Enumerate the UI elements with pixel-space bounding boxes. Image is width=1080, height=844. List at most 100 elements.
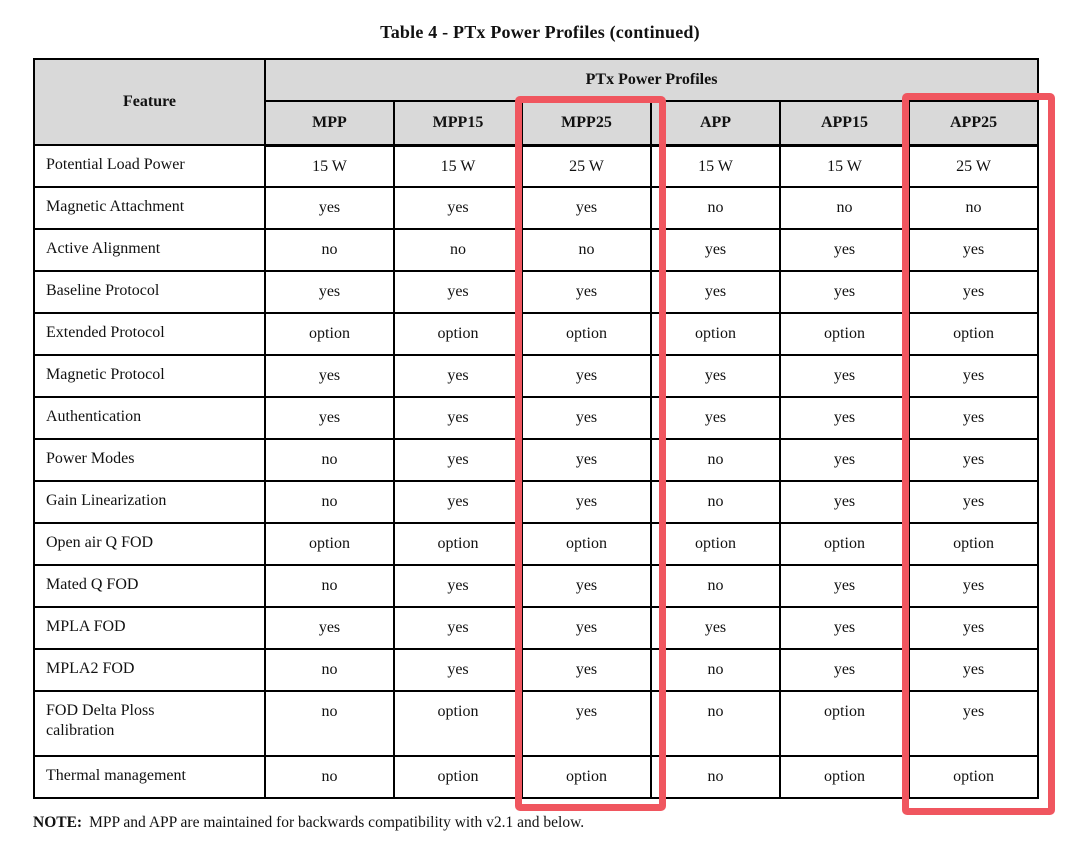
value-cell: yes bbox=[264, 270, 395, 314]
column-header-row: MPP MPP15 MPP25 APP APP15 APP25 bbox=[34, 100, 1040, 147]
feature-cell: Authentication bbox=[33, 396, 266, 440]
ptx-power-profiles-table: Feature PTx Power Profiles MPP MPP15 MPP… bbox=[33, 58, 1040, 799]
value-cell: no bbox=[521, 228, 652, 272]
table-row: FOD Delta Ploss calibration no option yes no… bbox=[33, 690, 1040, 757]
value-cell: option bbox=[779, 522, 910, 566]
column-header-app15: APP15 bbox=[779, 100, 910, 147]
value-cell: no bbox=[650, 480, 781, 524]
value-cell: 15 W bbox=[779, 144, 910, 188]
table-row: Power Modes no yes yes no yes yes bbox=[33, 438, 1040, 482]
value-cell: 25 W bbox=[521, 144, 652, 188]
value-cell: yes bbox=[393, 606, 523, 650]
feature-cell: MPLA FOD bbox=[33, 606, 266, 650]
value-cell: yes bbox=[650, 396, 781, 440]
footnote-label: NOTE: bbox=[33, 814, 83, 831]
value-cell: option bbox=[907, 522, 1040, 566]
table-row: Gain Linearization no yes yes no yes yes bbox=[33, 480, 1040, 524]
value-cell: yes bbox=[907, 690, 1040, 757]
feature-cell: Potential Load Power bbox=[33, 144, 266, 188]
value-cell: yes bbox=[779, 228, 910, 272]
value-cell: yes bbox=[779, 480, 910, 524]
value-cell: no bbox=[650, 186, 781, 230]
group-header-row: Feature PTx Power Profiles bbox=[33, 58, 1040, 146]
value-cell: yes bbox=[393, 186, 523, 230]
value-cell: no bbox=[264, 690, 395, 757]
value-cell: yes bbox=[650, 606, 781, 650]
value-cell: yes bbox=[907, 564, 1040, 608]
feature-cell: Power Modes bbox=[33, 438, 266, 482]
value-cell: no bbox=[650, 564, 781, 608]
table-row: Magnetic Attachment yes yes yes no no no bbox=[33, 186, 1040, 230]
table-row: Extended Protocol option option option optio… bbox=[33, 312, 1040, 356]
value-cell: yes bbox=[393, 648, 523, 692]
table-body: Potential Load Power 15 W 15 W 25 W 15 W 15 W… bbox=[33, 144, 1040, 799]
value-cell: option bbox=[393, 312, 523, 356]
value-cell: yes bbox=[521, 690, 652, 757]
value-cell: option bbox=[650, 312, 781, 356]
table-row: Authentication yes yes yes yes yes yes bbox=[33, 396, 1040, 440]
value-cell: no bbox=[650, 755, 781, 799]
feature-cell: Magnetic Attachment bbox=[33, 186, 266, 230]
value-cell: yes bbox=[779, 648, 910, 692]
value-cell: yes bbox=[779, 270, 910, 314]
value-cell: option bbox=[779, 755, 910, 799]
feature-cell: Gain Linearization bbox=[33, 480, 266, 524]
value-cell: yes bbox=[521, 438, 652, 482]
feature-cell: Open air Q FOD bbox=[33, 522, 266, 566]
feature-cell: Thermal management bbox=[33, 755, 266, 799]
value-cell: option bbox=[779, 312, 910, 356]
value-cell: option bbox=[264, 522, 395, 566]
value-cell: yes bbox=[779, 438, 910, 482]
value-cell: yes bbox=[907, 606, 1040, 650]
value-cell: yes bbox=[393, 396, 523, 440]
value-cell: yes bbox=[393, 564, 523, 608]
footnote: NOTE: MPP and APP are maintained for back… bbox=[33, 814, 584, 832]
value-cell: no bbox=[264, 648, 395, 692]
value-cell: yes bbox=[521, 606, 652, 650]
column-header-mpp15: MPP15 bbox=[393, 100, 523, 147]
value-cell: no bbox=[393, 228, 523, 272]
value-cell: yes bbox=[521, 480, 652, 524]
feature-cell: Baseline Protocol bbox=[33, 270, 266, 314]
value-cell: yes bbox=[393, 438, 523, 482]
value-cell: yes bbox=[779, 396, 910, 440]
value-cell: no bbox=[264, 228, 395, 272]
value-cell: 15 W bbox=[393, 144, 523, 188]
footnote-text: MPP and APP are maintained for backwards… bbox=[89, 814, 585, 831]
value-cell: yes bbox=[779, 606, 910, 650]
feature-cell: Magnetic Protocol bbox=[33, 354, 266, 398]
value-cell: no bbox=[264, 564, 395, 608]
table-row: Active Alignment no no no yes yes yes bbox=[33, 228, 1040, 272]
value-cell: option bbox=[393, 755, 523, 799]
table-row: Thermal management no option option no option… bbox=[33, 755, 1040, 799]
value-cell: yes bbox=[264, 354, 395, 398]
value-cell: option bbox=[521, 755, 652, 799]
value-cell: 15 W bbox=[264, 144, 395, 188]
column-header-app25: APP25 bbox=[907, 100, 1040, 147]
value-cell: yes bbox=[650, 270, 781, 314]
value-cell: yes bbox=[393, 270, 523, 314]
value-cell: option bbox=[393, 522, 523, 566]
table-row: MPLA FOD yes yes yes yes yes yes bbox=[33, 606, 1040, 650]
value-cell: option bbox=[907, 312, 1040, 356]
value-cell: yes bbox=[779, 564, 910, 608]
column-header-mpp25: MPP25 bbox=[521, 100, 652, 147]
value-cell: yes bbox=[907, 480, 1040, 524]
value-cell: yes bbox=[521, 270, 652, 314]
value-cell: yes bbox=[264, 186, 395, 230]
value-cell: no bbox=[264, 438, 395, 482]
table-row: Potential Load Power 15 W 15 W 25 W 15 W 15 W… bbox=[33, 144, 1040, 188]
feature-cell: Extended Protocol bbox=[33, 312, 266, 356]
value-cell: option bbox=[521, 312, 652, 356]
value-cell: option bbox=[650, 522, 781, 566]
value-cell: yes bbox=[779, 354, 910, 398]
value-cell: yes bbox=[521, 186, 652, 230]
value-cell: option bbox=[264, 312, 395, 356]
column-header-app: APP bbox=[650, 100, 781, 147]
table-header: Feature PTx Power Profiles MPP MPP15 MPP… bbox=[33, 58, 1040, 147]
value-cell: no bbox=[264, 755, 395, 799]
value-cell: yes bbox=[521, 648, 652, 692]
value-cell: yes bbox=[393, 480, 523, 524]
value-cell: yes bbox=[907, 648, 1040, 692]
table-row: MPLA2 FOD no yes yes no yes yes bbox=[33, 648, 1040, 692]
